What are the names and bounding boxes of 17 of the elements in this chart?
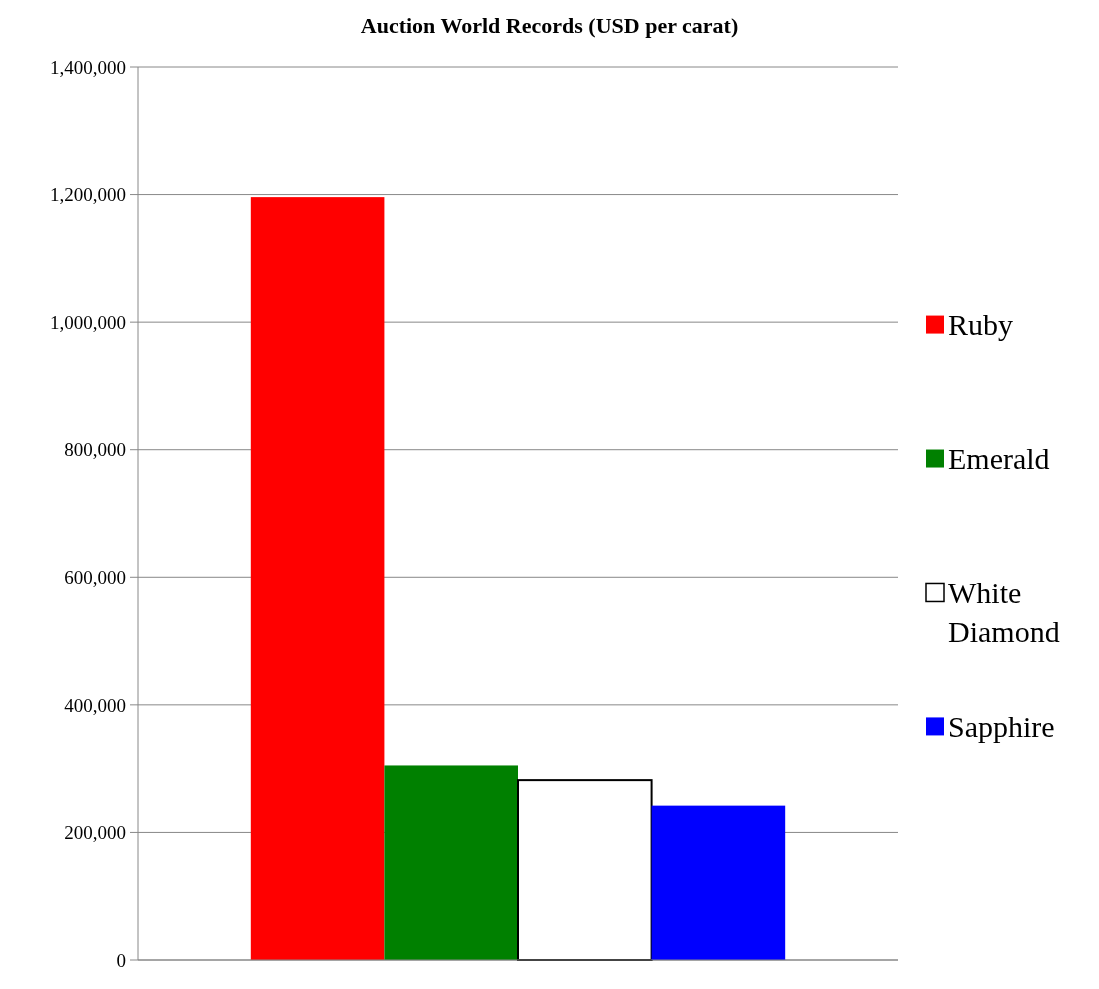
bar [651, 805, 786, 960]
legend-label: Emerald [948, 442, 1050, 476]
bar [384, 765, 518, 960]
y-tick-label: 400,000 [64, 694, 126, 716]
legend-label: Sapphire [948, 709, 1055, 743]
bar [250, 197, 385, 960]
y-tick-label: 1,400,000 [50, 56, 126, 78]
legend-label: White Diamond [948, 575, 1060, 648]
y-tick-label: 1,200,000 [50, 184, 126, 206]
bar [517, 779, 653, 961]
y-tick-label: 1,000,000 [50, 311, 126, 333]
y-tick-label: 0 [116, 949, 126, 971]
chart-title: Auction World Records (USD per carat) [360, 13, 739, 38]
legend-label: Ruby [948, 308, 1014, 342]
y-tick-label: 600,000 [64, 566, 126, 588]
y-tick-label: 200,000 [64, 822, 126, 844]
y-tick-label: 800,000 [64, 439, 126, 461]
